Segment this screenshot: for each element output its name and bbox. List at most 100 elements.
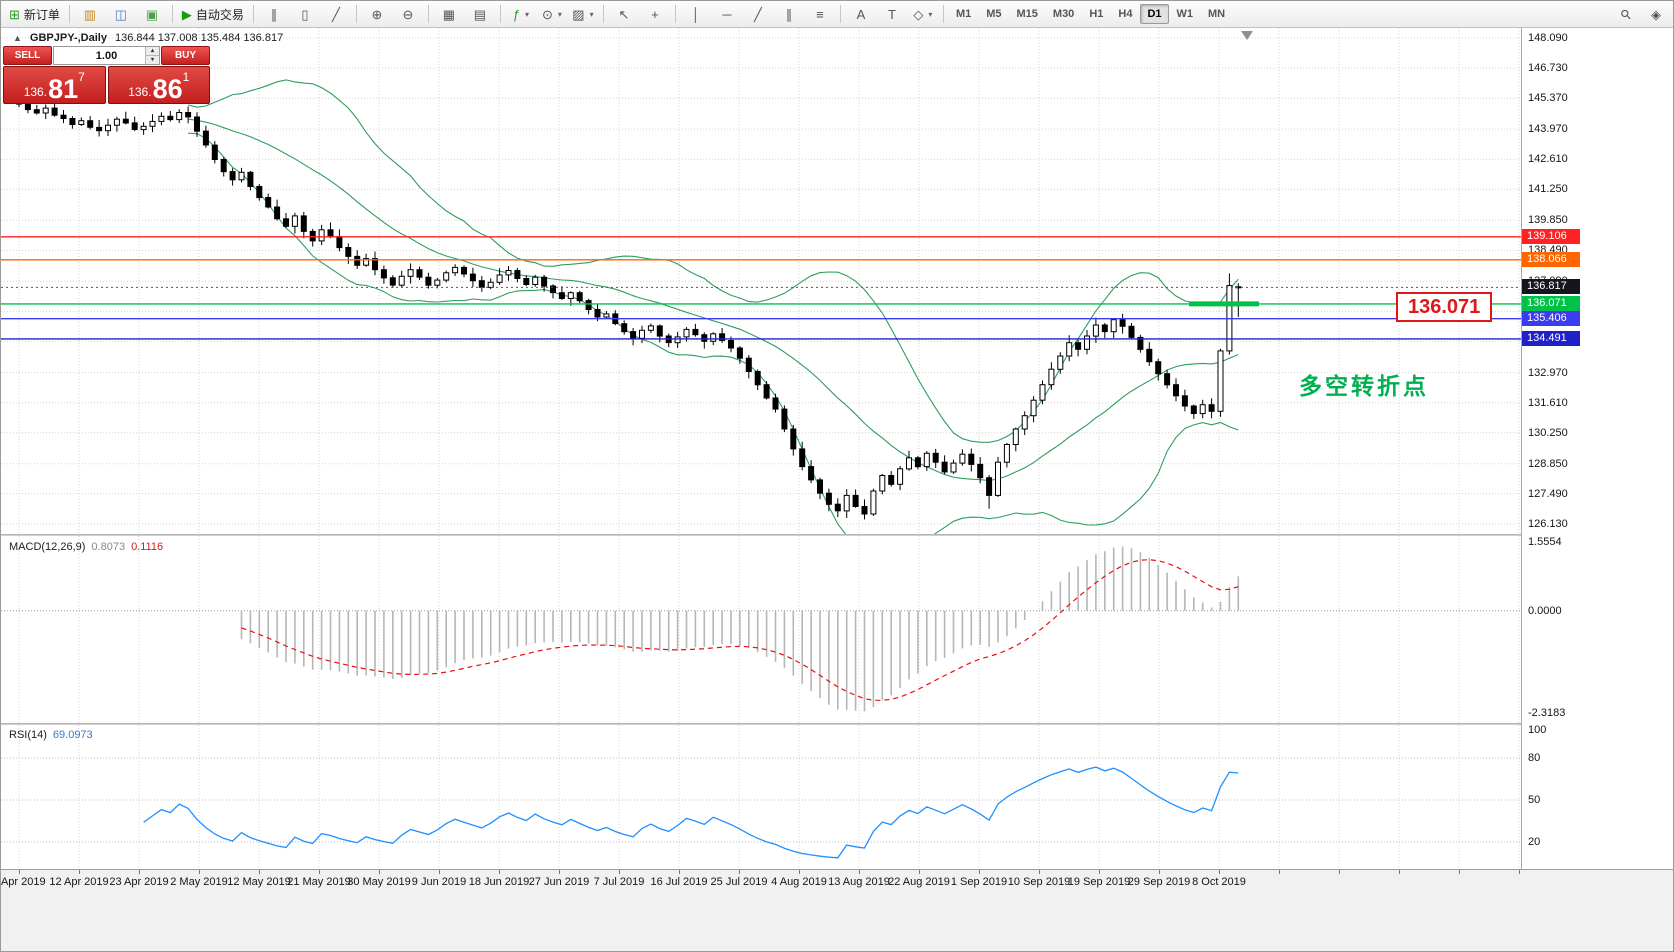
shapes-button[interactable]: ◇ ▾	[908, 3, 938, 26]
indicators-button[interactable]: ƒ ▾	[506, 3, 536, 26]
autotrading-button-label: 自动交易	[195, 7, 244, 22]
zoom-in-icon-icon: ⊕	[371, 6, 383, 22]
toolbar-separator	[839, 5, 841, 23]
timeframe-m1[interactable]: M1	[955, 8, 972, 20]
data-window-icon[interactable]: ◫	[106, 3, 136, 26]
date-axis-label: 9 Jun 2019	[411, 876, 467, 888]
timeframe-mn[interactable]: MN	[1208, 8, 1226, 20]
price-axis-label: 141.250	[1528, 183, 1568, 195]
price-chart-plot[interactable]	[1, 28, 1521, 534]
buy-button[interactable]: BUY	[161, 46, 210, 65]
tile-windows-icon[interactable]: ▦	[434, 3, 464, 26]
periods-button[interactable]: ⊙ ▾	[537, 3, 567, 26]
date-axis-label: 12 May 2019	[227, 876, 291, 888]
navigator-icon-icon: ▣	[145, 6, 159, 22]
timeframe-m15[interactable]: M15	[1016, 8, 1038, 20]
price-level-annotation[interactable]: 136.071	[1396, 292, 1493, 322]
label-icon[interactable]: T	[877, 3, 907, 26]
timeframe-h1[interactable]: H1	[1089, 8, 1104, 20]
timeframe-m5[interactable]: M5	[986, 8, 1002, 20]
macd-axis-label: -2.3183	[1528, 707, 1566, 719]
trendline-icon[interactable]: ╱	[743, 3, 773, 26]
search-icon: ⚲	[1617, 5, 1635, 23]
search-icon[interactable]: ⚲	[1611, 3, 1641, 26]
date-tick	[799, 870, 800, 874]
templates-button[interactable]: ▨ ▾	[568, 3, 598, 26]
timeframe-d1[interactable]: D1	[1140, 4, 1169, 24]
toolbar-separator	[68, 5, 70, 23]
turning-point-note[interactable]: 多空转折点	[1299, 373, 1429, 399]
toolbar-separator	[499, 5, 501, 23]
price-badge-138.066: 138.066	[1522, 252, 1580, 267]
price-axis[interactable]: 148.090 146.730 145.370 143.970 142.610 141.2…	[1521, 28, 1673, 869]
pane-separator[interactable]	[1, 723, 1673, 725]
price-axis-label: 143.970	[1528, 123, 1568, 135]
rsi-pane[interactable]	[1, 725, 1521, 869]
date-tick	[19, 870, 20, 874]
horizontal-line-icon[interactable]: ─	[712, 3, 742, 26]
timeframe-h4[interactable]: H4	[1118, 8, 1133, 20]
timeframe-w1[interactable]: W1	[1176, 8, 1194, 20]
navigator-icon[interactable]: ▣	[137, 3, 167, 26]
macd-pane[interactable]	[1, 536, 1521, 723]
chart-bars-icon-icon: ∥	[270, 6, 278, 22]
chart-window[interactable]: ▲ GBPJPY-,Daily 136.844 137.008 135.484 …	[1, 28, 1673, 951]
volume-down-button[interactable]: ▾	[146, 56, 159, 64]
community-icon[interactable]: ◈	[1641, 3, 1671, 26]
timeframe-m30[interactable]: M30	[1052, 8, 1075, 20]
text-icon[interactable]: A	[846, 3, 876, 26]
dropdown-caret-icon: ▾	[589, 9, 594, 19]
one-click-panel-toggle[interactable]: ▲	[13, 33, 22, 43]
price-axis-label: 130.250	[1528, 427, 1568, 439]
chart-line-icon-icon: ╱	[332, 6, 340, 22]
templates-icon: ▨	[572, 6, 585, 22]
crosshair-icon[interactable]: +	[640, 3, 670, 26]
rsi-axis-label: 80	[1528, 752, 1541, 764]
date-axis-label: 23 Apr 2019	[109, 876, 169, 888]
date-axis-label: 16 Jul 2019	[650, 876, 708, 888]
date-tick	[979, 870, 980, 874]
date-axis-label: 2 May 2019	[170, 876, 228, 888]
vertical-line-icon-icon: │	[691, 6, 700, 22]
label-icon-icon: T	[887, 6, 896, 22]
date-tick	[1219, 870, 1220, 874]
horizontal-line-icon-icon: ─	[722, 6, 732, 22]
price-badge-139.106: 139.106	[1522, 229, 1580, 244]
new-order-button[interactable]: ⊞ 新订单	[5, 3, 64, 26]
vertical-line-icon[interactable]: │	[681, 3, 711, 26]
bid-big-digits: 81	[48, 73, 79, 104]
chart-line-icon[interactable]: ╱	[321, 3, 351, 26]
macd-histogram	[240, 546, 1240, 712]
bid-price-box[interactable]: 136. 81 7	[3, 66, 106, 104]
volume-value: 1.00	[95, 49, 118, 62]
date-tick	[1459, 870, 1460, 874]
sell-button[interactable]: SELL	[3, 46, 52, 65]
price-axis-label: 131.610	[1528, 397, 1568, 409]
zoom-in-icon[interactable]: ⊕	[362, 3, 392, 26]
date-tick	[739, 870, 740, 874]
date-axis-label: 1 Sep 2019	[950, 876, 1008, 888]
bollinger-upper-band	[187, 79, 1239, 443]
tile-windows-icon-icon: ▦	[442, 6, 456, 22]
date-tick	[139, 870, 140, 874]
chart-bars-icon[interactable]: ∥	[259, 3, 289, 26]
chart-shift-marker[interactable]	[1241, 31, 1253, 40]
channel-icon[interactable]: ∥	[774, 3, 804, 26]
zoom-out-icon[interactable]: ⊖	[393, 3, 423, 26]
pane-separator[interactable]	[1, 534, 1673, 536]
date-tick	[439, 870, 440, 874]
ask-price-box[interactable]: 136. 86 1	[107, 66, 210, 104]
rsi-line	[143, 766, 1239, 859]
market-watch-icon[interactable]: ▥	[75, 3, 105, 26]
autotrading-button[interactable]: ▶ 自动交易	[178, 3, 248, 26]
volume-up-button: ▴	[146, 47, 159, 56]
cursor-icon[interactable]: ↖	[609, 3, 639, 26]
macd-axis-label: 0.0000	[1528, 605, 1562, 617]
price-axis-label: 126.130	[1528, 518, 1568, 530]
chart-candles-icon[interactable]: ▯	[290, 3, 320, 26]
auto-arrange-icon[interactable]: ▤	[465, 3, 495, 26]
date-axis-label: 19 Sep 2019	[1067, 876, 1131, 888]
fibonacci-icon[interactable]: ≡	[805, 3, 835, 26]
volume-field[interactable]: 1.00 ▴ ▾	[53, 46, 160, 65]
